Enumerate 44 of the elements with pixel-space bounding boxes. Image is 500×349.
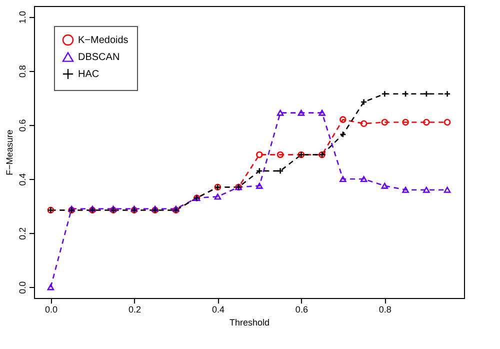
legend-label: DBSCAN (78, 52, 120, 63)
point (276, 151, 284, 158)
legend-label: K−Medoids (78, 35, 128, 46)
y-tick-label: 1.0 (18, 11, 28, 24)
point (318, 110, 326, 116)
point (381, 118, 388, 126)
y-tick-label: 0.8 (18, 65, 28, 78)
y-tick-label: 0.6 (18, 119, 28, 132)
point (47, 284, 54, 290)
x-tick-label: 0.4 (212, 304, 224, 314)
y-tick-label: 0.0 (18, 281, 28, 294)
point (381, 182, 388, 189)
x-tick-label: 0.2 (128, 304, 141, 314)
y-tick-label: 0.2 (18, 227, 28, 240)
point (340, 176, 346, 182)
point (423, 90, 430, 98)
x-tick-label: 0.0 (44, 304, 58, 314)
point (298, 110, 305, 116)
point (256, 151, 263, 158)
point (340, 116, 346, 123)
point (381, 90, 388, 98)
point (214, 194, 222, 200)
x-tick-label: 0.8 (378, 304, 392, 314)
y-axis-title: F−Measure (4, 130, 14, 176)
point (360, 98, 368, 106)
point (340, 131, 346, 138)
point (423, 118, 430, 126)
point (402, 186, 409, 193)
point (256, 182, 263, 189)
x-axis-title: Threshold (229, 318, 270, 328)
point (402, 90, 409, 98)
point (360, 176, 368, 182)
point (444, 90, 451, 98)
point (276, 168, 284, 174)
point (444, 118, 451, 126)
x-tick-label: 0.6 (295, 304, 308, 314)
point (276, 110, 284, 116)
y-tick-label: 0.4 (18, 173, 28, 186)
point (360, 120, 368, 127)
point (444, 186, 451, 193)
point (402, 118, 409, 126)
point (423, 186, 430, 193)
point (256, 168, 263, 174)
legend-label: HAC (78, 69, 100, 80)
